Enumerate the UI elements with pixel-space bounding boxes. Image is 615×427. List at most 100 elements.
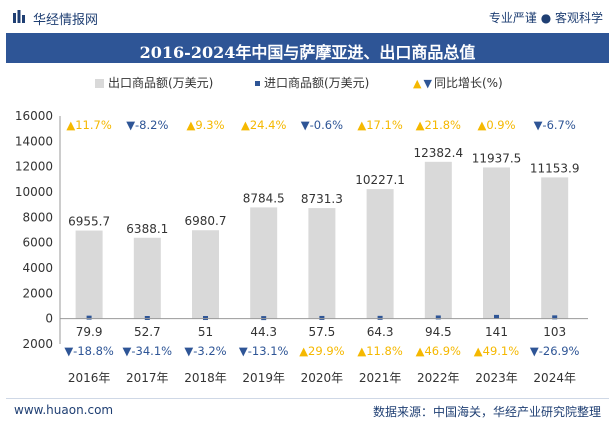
logo-icon [13,10,25,23]
export-value-label: 8784.5 [243,191,285,205]
import-value-label: 44.3 [250,325,277,339]
chart-title: 2016-2024年中国与萨摩亚进、出口商品总值 [139,43,476,62]
x-axis: 2016年 2017年 2018年 2019年 2020年 2021年 2022年 2023年… [60,318,588,385]
legend-down-triangle-icon: ▼ [423,77,432,90]
export-value-label: 6980.7 [185,214,227,228]
export-bar [308,208,336,319]
slogan: 专业严谨 ● 客观科学 [488,11,603,25]
x-tick-label: 2020年 [301,371,344,385]
footer-website: www.huaon.com [14,403,114,417]
legend: 出口商品额(万美元) 进口商品额(万美元) ▲ ▼ 同比增长(%) [0,74,615,94]
x-tick-label: 2016年 [68,371,111,385]
y-tick-label: 8000 [22,210,53,224]
export-growth-label: ▲11.7% [66,118,111,132]
y-tick-label: 16000 [15,109,53,123]
import-growth-label: ▼-26.9% [530,344,580,358]
import-growth-label: ▼-13.1% [239,344,289,358]
y-tick-label: 14000 [15,134,53,148]
x-tick-label: 2021年 [359,371,402,385]
import-bar [203,316,208,321]
legend-export-swatch [95,79,104,88]
export-growth-label: ▼-8.2% [126,118,168,132]
export-bar [541,177,569,319]
export-value-label: 12382.4 [413,146,463,160]
import-value-label: 103 [543,325,566,339]
import-value-label: 94.5 [425,325,452,339]
import-bar [377,315,383,320]
y-axis: 16000 14000 12000 10000 8000 6000 4000 2000 0 200… [15,109,61,351]
import-value-label: 52.7 [134,325,161,339]
import-bar [144,315,150,320]
import-bar [319,315,325,320]
import-bar [494,314,499,319]
import-growth-label: ▲49.1% [474,344,519,358]
import-value-label: 51 [198,325,213,339]
import-value-label: 57.5 [309,325,336,339]
export-value-label: 11153.9 [530,161,580,175]
legend-growth: ▲ ▼ 同比增长(%) [413,74,503,91]
import-value-label: 141 [485,325,508,339]
footer-divider [6,398,609,399]
export-value-label: 6388.1 [126,222,168,236]
export-bar [250,207,278,319]
x-tick-label: 2018年 [184,371,227,385]
legend-import-swatch [255,81,260,86]
y-tick-label: 0 [45,312,53,326]
export-growth-label: ▲24.4% [241,118,286,132]
x-tick-label: 2017年 [126,371,169,385]
legend-import-label: 进口商品额(万美元) [264,76,370,90]
export-growth-label: ▲21.8% [416,118,461,132]
site-name: 华经情报网 [33,13,99,28]
y-tick-label: 2000 [22,337,53,351]
export-bar [483,167,510,319]
import-growth-label: ▲29.9% [299,344,344,358]
legend-import: 进口商品额(万美元) [255,74,369,91]
export-growth-label: ▲9.3% [186,118,224,132]
export-growth-label: ▲17.1% [357,118,402,132]
y-tick-label: 2000 [22,286,53,300]
export-bar [133,237,161,319]
import-growth-label: ▲46.9% [416,344,461,358]
x-tick-label: 2022年 [417,371,460,385]
value-labels: 6955.7 79.9 6388.1 52.7 6980.7 51 8784.5 44.3 87… [68,146,579,339]
export-bar [192,230,219,319]
export-bar [424,161,452,319]
import-growth-label: ▼-34.1% [123,344,173,358]
title-bar: 2016-2024年中国与萨摩亚进、出口商品总值 [6,33,609,63]
y-tick-label: 10000 [15,185,53,199]
export-value-label: 10227.1 [355,173,405,187]
x-tick-label: 2019年 [242,371,285,385]
import-growth-label: ▼-3.2% [184,344,226,358]
export-bar [75,230,103,319]
legend-export: 出口商品额(万美元) [95,74,213,91]
import-value-label: 64.3 [367,325,394,339]
export-value-label: 6955.7 [68,215,110,229]
export-bars [75,161,569,321]
import-bar [261,316,267,321]
footer-source: 数据来源：中国海关，华经产业研究院整理 [372,405,601,419]
import-bar [86,315,92,320]
y-tick-label: 4000 [22,261,53,275]
export-value-label: 8731.3 [301,192,343,206]
header-bar: 华经情报网 专业严谨 ● 客观科学 [0,0,615,33]
x-tick-label: 2024年 [533,371,576,385]
legend-growth-label: 同比增长(%) [433,76,503,90]
legend-export-label: 出口商品额(万美元) [108,76,214,90]
y-tick-label: 6000 [22,236,53,250]
export-growth-label: ▲0.9% [477,118,515,132]
legend-up-triangle-icon: ▲ [413,77,422,90]
import-value-label: 79.9 [76,325,103,339]
export-growth-label: ▼-6.7% [534,118,576,132]
import-growth-label: ▼-18.8% [64,344,114,358]
y-tick-label: 12000 [15,160,53,174]
growth-labels: ▲11.7% ▼-18.8% ▼-8.2% ▼-34.1% ▲9.3% ▼-3.2% ▲24… [64,118,579,358]
import-bar [435,315,441,320]
export-value-label: 11937.5 [472,151,522,165]
x-tick-label: 2023年 [475,371,518,385]
export-growth-label: ▼-0.6% [301,118,343,132]
export-bar [366,189,394,319]
import-bar [552,315,558,320]
import-growth-label: ▲11.8% [357,344,402,358]
